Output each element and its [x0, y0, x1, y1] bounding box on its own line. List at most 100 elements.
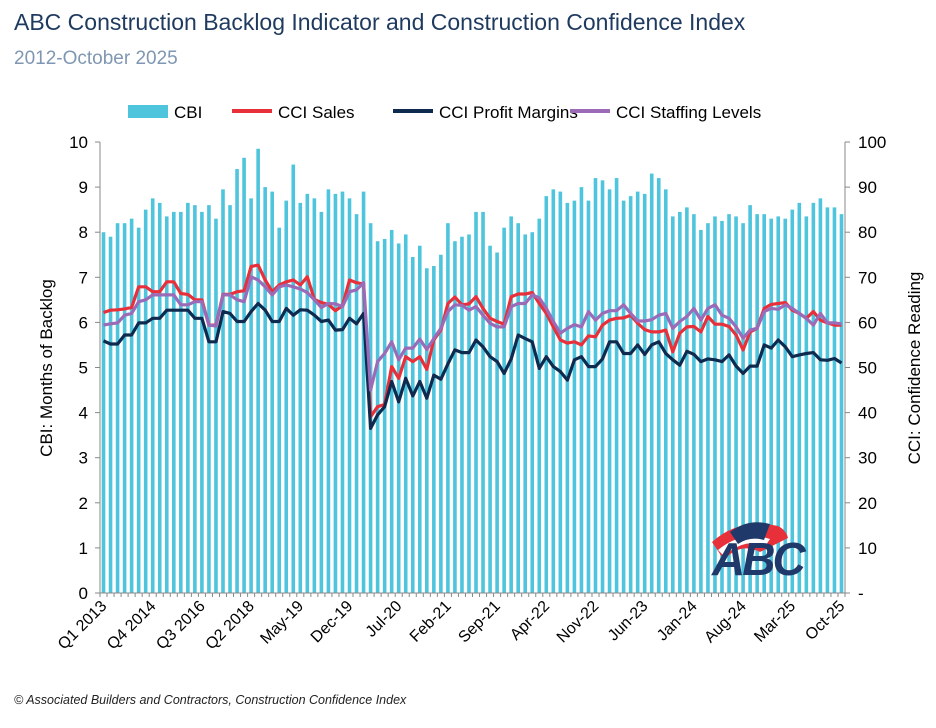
cbi-bar: [249, 198, 253, 593]
legend-label: CBI: [174, 103, 202, 122]
cbi-bar: [214, 218, 218, 594]
cbi-bar: [460, 236, 464, 593]
logo-flag-stripe: [718, 536, 770, 556]
y-tick-label-left: 1: [79, 539, 88, 558]
cbi-bar: [755, 214, 759, 593]
legend-label: CCI Staffing Levels: [616, 103, 761, 122]
cci-lines: [102, 263, 843, 430]
x-tick-label: Q2 2018: [203, 598, 258, 653]
cbi-bar: [663, 189, 668, 594]
cbi-bar: [305, 193, 310, 594]
x-tick-label: Q4 2014: [104, 598, 159, 653]
y-tick-label-left: 5: [79, 359, 88, 378]
cbi-bar: [628, 196, 633, 593]
cbi-bar: [389, 229, 394, 593]
cbi-bar: [319, 211, 324, 593]
cbi-bar: [136, 227, 141, 593]
cbi-bar: [600, 180, 605, 593]
cbi-bar: [108, 236, 113, 593]
legend-item: CCI Staffing Levels: [570, 103, 761, 122]
x-tick-label: Dec-19: [308, 598, 357, 647]
y-tick-label-right: 70: [858, 268, 877, 287]
cbi-bar: [656, 178, 661, 593]
legend: CBI CCI Sales CCI Profit Margins CCI Staffi…: [128, 103, 761, 122]
cbi-bar: [565, 202, 570, 593]
cbi-bar: [446, 223, 450, 593]
cbi-bar: [171, 211, 176, 593]
cbi-bar: [720, 220, 724, 594]
y-tick-label-right: 10: [858, 539, 877, 558]
cbi-bar: [157, 202, 162, 593]
x-tick-label: Sep-21: [455, 598, 504, 647]
cbi-bar: [150, 198, 155, 593]
y-tick-label-left: 9: [79, 178, 88, 197]
x-tick-label: Jan-24: [654, 598, 701, 645]
y-tick-label-right: 100: [858, 133, 886, 152]
cbi-bar: [530, 232, 535, 593]
y-tick-label-right: 40: [858, 404, 877, 423]
legend-item: CCI Sales: [232, 103, 355, 122]
x-tick-label: Q3 2016: [153, 598, 208, 653]
cbi-bar: [467, 234, 471, 593]
cbi-bar: [340, 191, 345, 594]
abc-logo: ABC: [711, 522, 809, 585]
cbi-bar: [544, 196, 549, 593]
x-tick-label: Aug-24: [701, 598, 750, 647]
cbi-bar: [649, 173, 654, 593]
logo-flag-stars: [730, 522, 770, 544]
cbi-bar: [797, 202, 802, 593]
cbi-bar: [804, 216, 809, 594]
x-tick-label: Apr-22: [507, 598, 553, 644]
y-tick-label-right: 30: [858, 449, 877, 468]
y-tick-label-left: 3: [79, 449, 88, 468]
cbi-bar: [425, 268, 429, 593]
cbi-bar: [706, 223, 710, 593]
cbi-bar: [193, 205, 197, 593]
cbi-bar: [692, 214, 696, 593]
cbi-bar: [811, 202, 816, 593]
chart-title: ABC Construction Backlog Indicator and C…: [14, 9, 746, 35]
cbi-bar: [523, 234, 528, 593]
cbi-bar: [474, 211, 478, 593]
y-tick-label-right: 90: [858, 178, 877, 197]
cbi-bar: [333, 193, 338, 594]
cbi-bar: [396, 243, 401, 593]
cbi-bar: [678, 211, 682, 593]
cbi-bar: [298, 202, 303, 593]
cbi-bar: [200, 211, 204, 593]
source-note: © Associated Builders and Contractors, C…: [14, 693, 407, 707]
cbi-bar: [221, 189, 225, 594]
cbi-bar: [572, 200, 577, 593]
cbi-bar: [825, 207, 830, 593]
cbi-bar: [502, 227, 506, 593]
cbi-bar: [699, 229, 703, 593]
cbi-bar: [186, 202, 190, 593]
x-tick-label: Nov-22: [554, 598, 603, 647]
y-tick-label-left: 7: [79, 268, 88, 287]
legend-label: CCI Profit Margins: [439, 103, 578, 122]
cbi-bar: [839, 214, 844, 593]
x-tick-label: Jul-20: [363, 598, 406, 641]
cbi-bar: [361, 191, 366, 594]
cbi-bar: [347, 198, 352, 593]
cbi-bar: [783, 218, 788, 594]
x-tick-label: Mar-25: [751, 598, 799, 646]
y-axis-left-title: CBI: Months of Backlog: [37, 279, 56, 457]
cbi-bar: [277, 227, 282, 593]
cbi-bar: [207, 205, 211, 593]
cbi-bar: [326, 189, 331, 594]
cbi-bar: [256, 148, 260, 593]
cbi-bar: [509, 216, 513, 594]
cbi-bar: [354, 214, 359, 593]
y-tick-label-left: 10: [69, 133, 88, 152]
cbi-bar: [242, 157, 246, 593]
chart-subtitle: 2012-October 2025: [14, 48, 178, 69]
legend-swatch: [128, 105, 168, 118]
y-tick-label-right: 50: [858, 359, 877, 378]
cbi-bar: [741, 223, 745, 593]
x-tick-label: Oct-25: [802, 598, 848, 644]
cbi-bar: [614, 178, 619, 593]
y-tick-label-right: 60: [858, 313, 877, 332]
cbi-bar: [263, 187, 267, 593]
